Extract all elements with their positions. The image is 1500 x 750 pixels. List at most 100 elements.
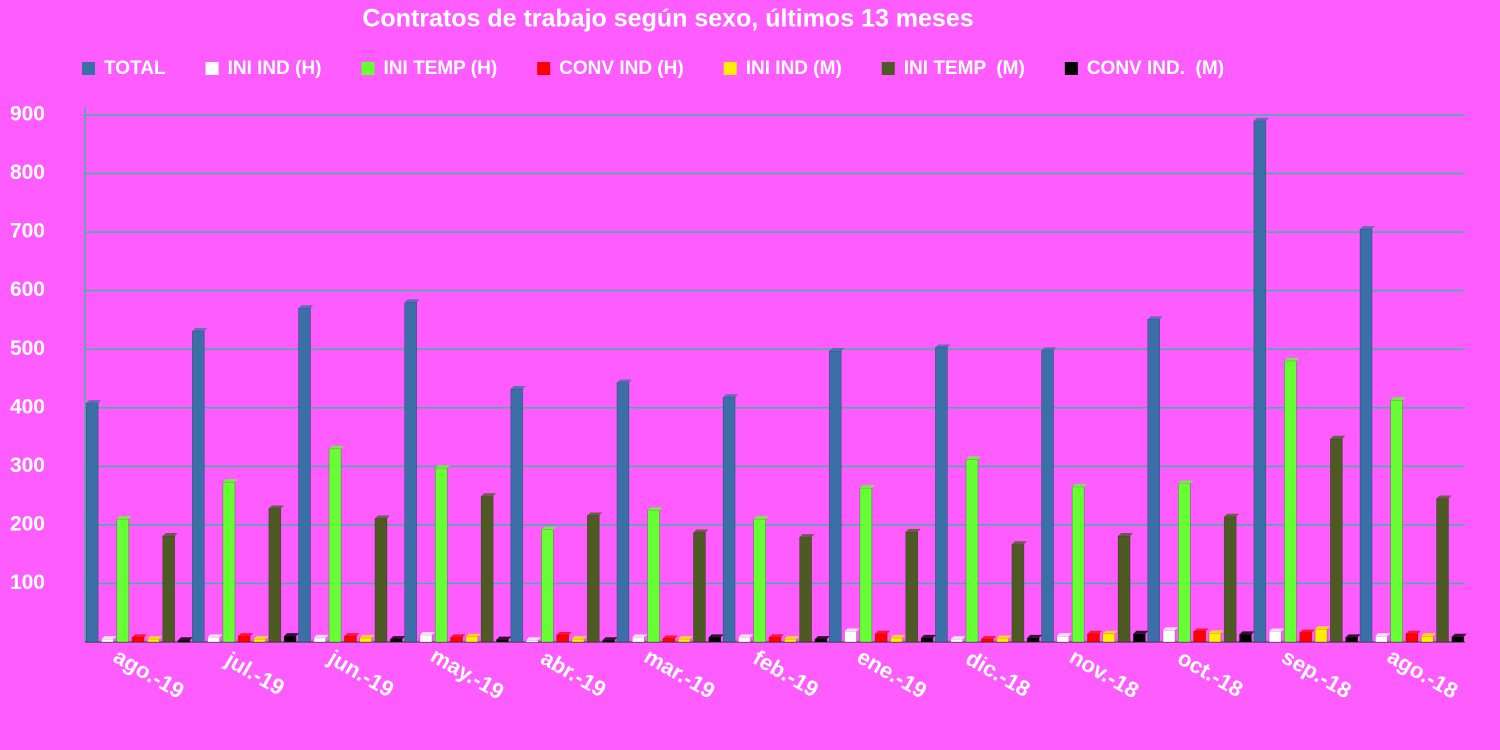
bar — [222, 479, 238, 643]
bar-face — [708, 634, 724, 638]
legend-swatch — [361, 62, 375, 75]
bar-face — [647, 509, 660, 643]
bar-face — [1087, 630, 1103, 634]
bar — [571, 636, 587, 643]
bar-face — [1299, 632, 1313, 643]
bar-face — [859, 484, 875, 488]
bar — [147, 636, 163, 643]
bar-face — [1299, 629, 1315, 633]
bar-face — [1330, 435, 1346, 439]
bar-face — [1118, 533, 1134, 537]
bar-face — [1208, 632, 1222, 643]
bar-face — [85, 402, 99, 643]
bar-face — [238, 633, 254, 637]
bar-face — [434, 467, 448, 643]
bar-face — [1284, 360, 1297, 643]
bar-face — [1330, 438, 1343, 643]
bar-face — [1253, 120, 1267, 643]
bar-face — [253, 638, 266, 643]
bar-face — [920, 637, 934, 643]
y-tick-label: 500 — [10, 337, 45, 360]
bar-face — [814, 636, 830, 640]
bar — [1345, 634, 1361, 643]
bar-face — [419, 634, 433, 643]
legend-label: INI TEMP (H) — [384, 58, 498, 79]
bar-face — [1420, 635, 1434, 643]
bar-face — [1056, 633, 1072, 637]
bar — [844, 628, 860, 643]
bar — [1071, 483, 1088, 643]
bar-face — [147, 636, 163, 640]
bar-face — [586, 515, 600, 643]
bar — [359, 634, 375, 643]
bar-face — [1284, 357, 1300, 361]
bar-face — [268, 505, 284, 509]
bar-face — [753, 516, 769, 520]
bar — [753, 516, 769, 643]
bar — [631, 634, 648, 643]
bar-face — [1147, 316, 1163, 320]
bar — [874, 630, 891, 643]
bar — [828, 347, 845, 643]
bar — [859, 484, 875, 643]
bar — [1208, 630, 1224, 643]
bar-face — [616, 382, 630, 643]
bar-face — [1359, 228, 1373, 643]
bar — [783, 636, 800, 643]
bar — [344, 633, 360, 643]
bar-face — [435, 465, 451, 469]
bar — [1314, 626, 1331, 643]
bar-face — [147, 638, 160, 643]
bar-face — [662, 635, 678, 639]
bar-face — [284, 633, 300, 637]
bar-face — [753, 518, 767, 643]
bar-face — [359, 637, 372, 643]
bar-face — [966, 456, 982, 460]
bar-face — [890, 637, 903, 643]
bar — [586, 512, 603, 643]
bar-face — [556, 634, 569, 643]
bar — [374, 515, 390, 643]
bar — [116, 516, 132, 643]
bar — [1390, 397, 1406, 643]
bar-face — [328, 448, 342, 643]
bar-face — [207, 637, 220, 643]
bar-face — [1102, 633, 1116, 643]
bar — [1299, 629, 1315, 643]
y-tick-label: 300 — [10, 454, 45, 477]
bar-face — [1193, 631, 1206, 643]
bar-face — [722, 396, 736, 643]
bar-face — [1375, 635, 1388, 643]
bar — [677, 636, 694, 643]
bar — [814, 636, 830, 643]
bar — [510, 386, 526, 643]
bar-face — [1056, 635, 1070, 643]
bar-face — [708, 637, 722, 643]
bar-face — [1239, 631, 1255, 635]
bar-face — [313, 634, 329, 638]
bar-face — [374, 518, 388, 643]
bar-face — [116, 518, 130, 643]
bar-face — [344, 635, 357, 643]
bar-face — [602, 639, 615, 643]
bar-face — [192, 330, 205, 643]
bar-face — [1421, 633, 1437, 637]
bar — [1117, 533, 1134, 643]
bar — [935, 344, 951, 643]
bar-face — [374, 515, 390, 519]
bar — [419, 631, 435, 643]
bar-face — [996, 635, 1012, 639]
bar-face — [1117, 535, 1131, 643]
bar-face — [389, 638, 403, 643]
bar — [237, 633, 254, 643]
bar — [434, 465, 451, 643]
bar — [1405, 630, 1421, 643]
bar-face — [253, 636, 269, 640]
y-tick-label: 800 — [10, 161, 45, 184]
bar — [1330, 435, 1346, 643]
bar — [480, 493, 497, 643]
bar — [85, 400, 102, 643]
bar-face — [116, 516, 132, 520]
bar-face — [450, 634, 466, 638]
